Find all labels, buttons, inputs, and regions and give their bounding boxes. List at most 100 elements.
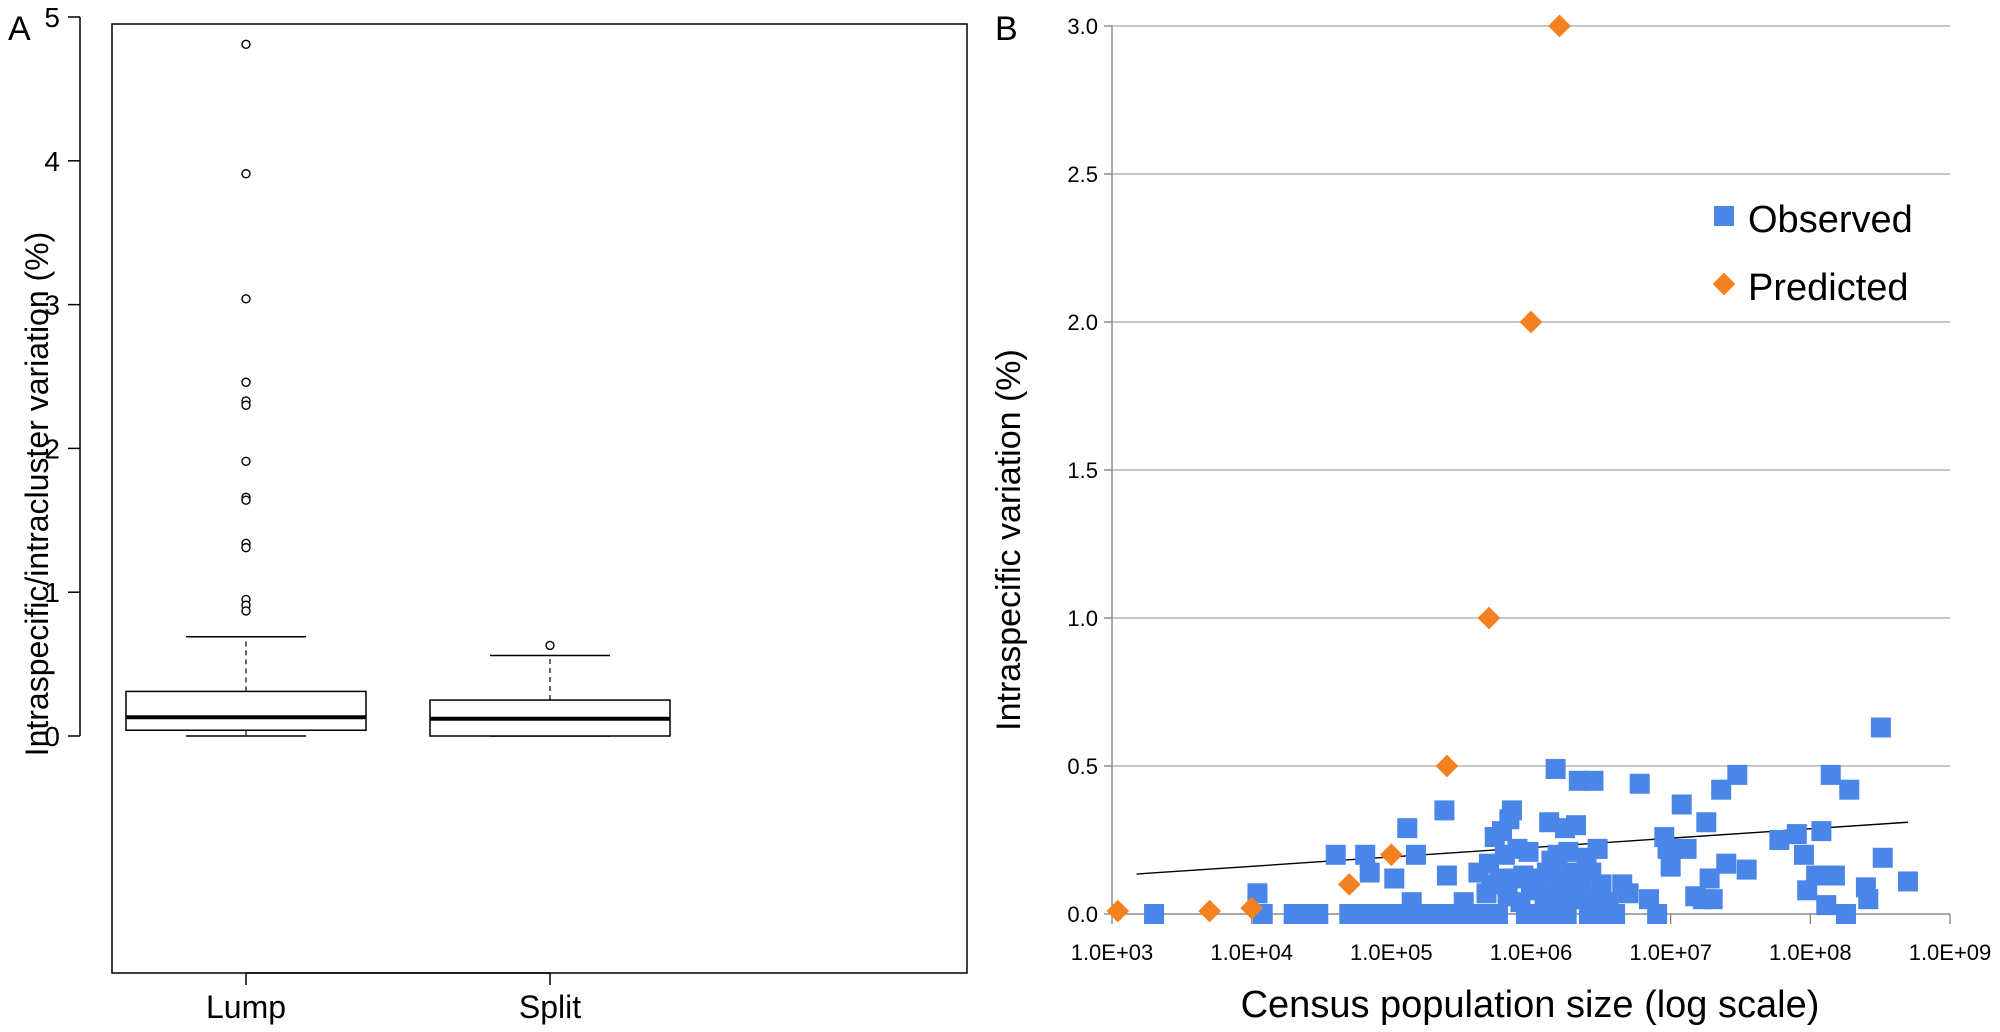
y-tick-label-0: 0.0: [1067, 902, 1098, 927]
panel-a: A 0 1 2 3 4 5 Lump Split Intraspecific/intracl…: [8, 2, 968, 1025]
observed-point-102: [1716, 853, 1737, 874]
observed-point-118: [1870, 717, 1891, 738]
outlier-5: [241, 400, 251, 410]
observed-point-120: [1897, 871, 1918, 892]
observed-point-92: [1657, 838, 1678, 859]
observed-point-79: [1583, 770, 1604, 791]
observed-point-98: [1696, 812, 1717, 833]
x-tick-label-2: 1.0E+05: [1350, 940, 1433, 965]
observed-point-17: [1397, 818, 1418, 839]
observed-point-85: [1605, 904, 1626, 924]
observed-point-0: [1144, 904, 1165, 924]
box-split: [429, 640, 671, 737]
panel-a-frame: [111, 23, 968, 974]
observed-point-94: [1671, 794, 1692, 815]
predicted-point-0: [1106, 899, 1130, 923]
box-iqr: [125, 690, 367, 731]
observed-point-19: [1405, 844, 1426, 865]
observed-point-82: [1591, 874, 1612, 895]
legend-observed-label: Observed: [1748, 199, 1913, 241]
legend-predicted-label: Predicted: [1748, 267, 1909, 309]
y-tick-label-3: 1.5: [1067, 458, 1098, 483]
box-lump: [125, 39, 367, 737]
outlier-6: [241, 456, 251, 467]
observed-points: [1144, 717, 1918, 924]
observed-point-111: [1816, 895, 1837, 916]
x-tick-label-1: 1.0E+04: [1210, 940, 1293, 965]
observed-point-8: [1350, 904, 1371, 924]
observed-point-104: [1736, 859, 1757, 880]
y-tick-label-4: 2.0: [1067, 310, 1098, 335]
observed-point-115: [1839, 779, 1860, 800]
observed-point-6: [1325, 844, 1346, 865]
panel-b-x-label: Census population size (log scale): [1241, 984, 1820, 1026]
observed-point-5: [1308, 904, 1329, 924]
observed-point-50: [1518, 841, 1539, 862]
x-tick-label-6: 1.0E+09: [1909, 940, 1992, 965]
observed-point-103: [1727, 764, 1748, 785]
predicted-point-5: [1435, 754, 1459, 778]
panel-b-label: B: [995, 10, 1018, 48]
observed-point-72: [1566, 815, 1587, 836]
y-tick-label-4: 4: [44, 146, 60, 177]
observed-point-9: [1355, 844, 1376, 865]
x-tick-label-3: 1.0E+06: [1490, 940, 1573, 965]
predicted-point-7: [1519, 310, 1543, 334]
x-tick-label-4: 1.0E+07: [1629, 940, 1712, 965]
observed-point-58: [1539, 812, 1560, 833]
outlier-0: [241, 39, 251, 50]
y-tick-label-1: 0.5: [1067, 754, 1098, 779]
predicted-point-2: [1240, 896, 1263, 920]
observed-point-100: [1702, 889, 1723, 910]
predicted-point-6: [1477, 606, 1501, 630]
x-tick-label-0: 1.0E+03: [1071, 940, 1154, 965]
predicted-points: [1106, 14, 1571, 923]
outlier-10: [241, 542, 251, 553]
observed-point-106: [1786, 824, 1807, 845]
panel-b-gridlines: [1112, 25, 1950, 767]
y-tick-label-0: 0: [44, 721, 60, 752]
predicted-point-3: [1337, 873, 1361, 896]
observed-point-68: [1558, 841, 1579, 862]
observed-point-107: [1793, 844, 1814, 865]
y-tick-label-3: 3: [44, 290, 60, 321]
observed-point-112: [1820, 764, 1841, 785]
panel-b-y-label: Intraspecific variation (%): [990, 349, 1028, 731]
observed-point-81: [1587, 838, 1608, 859]
y-tick-label-6: 3.0: [1067, 14, 1098, 39]
observed-point-87: [1618, 883, 1639, 904]
panel-a-label: A: [8, 10, 31, 48]
observed-point-105: [1769, 830, 1790, 850]
panel-a-y-axis: 0 1 2 3 4 5: [44, 2, 81, 752]
outlier-8: [241, 495, 251, 505]
observed-point-90: [1647, 904, 1668, 924]
y-tick-label-2: 2: [44, 433, 60, 464]
outlier-3: [241, 377, 251, 387]
observed-point-110: [1811, 821, 1832, 842]
legend: Observed Predicted: [1712, 199, 1913, 309]
observed-point-93: [1660, 856, 1681, 877]
panel-a-x-axis: Lump Split: [206, 972, 581, 1025]
legend-observed-marker: [1714, 206, 1734, 226]
panel-b-y-axis: 0.0 0.5 1.0 1.5 2.0 2.5 3.0: [1067, 14, 1112, 927]
x-tick-label-1: Split: [519, 989, 581, 1025]
outlier-13: [241, 606, 251, 616]
observed-point-113: [1824, 865, 1845, 886]
predicted-point-4: [1380, 843, 1403, 867]
observed-point-99: [1699, 868, 1720, 889]
panel-b: B 0.00.51.01.52.02.53.0 1.0E+03 1.0E+04 1.…: [990, 10, 1991, 1026]
outlier-0: [545, 640, 555, 651]
predicted-point-1: [1198, 899, 1221, 923]
observed-point-38: [1487, 904, 1508, 924]
observed-point-14: [1384, 868, 1405, 889]
observed-point-119: [1872, 847, 1893, 868]
observed-point-67: [1556, 904, 1577, 924]
observed-point-117: [1858, 889, 1879, 910]
observed-point-61: [1545, 758, 1566, 779]
observed-point-109: [1806, 865, 1827, 886]
observed-point-88: [1629, 773, 1650, 794]
panel-b-x-axis: 1.0E+03 1.0E+04 1.0E+05 1.0E+06 1.0E+07 1.0E+…: [1071, 914, 1992, 965]
observed-point-33: [1472, 904, 1493, 924]
observed-point-44: [1501, 800, 1522, 821]
